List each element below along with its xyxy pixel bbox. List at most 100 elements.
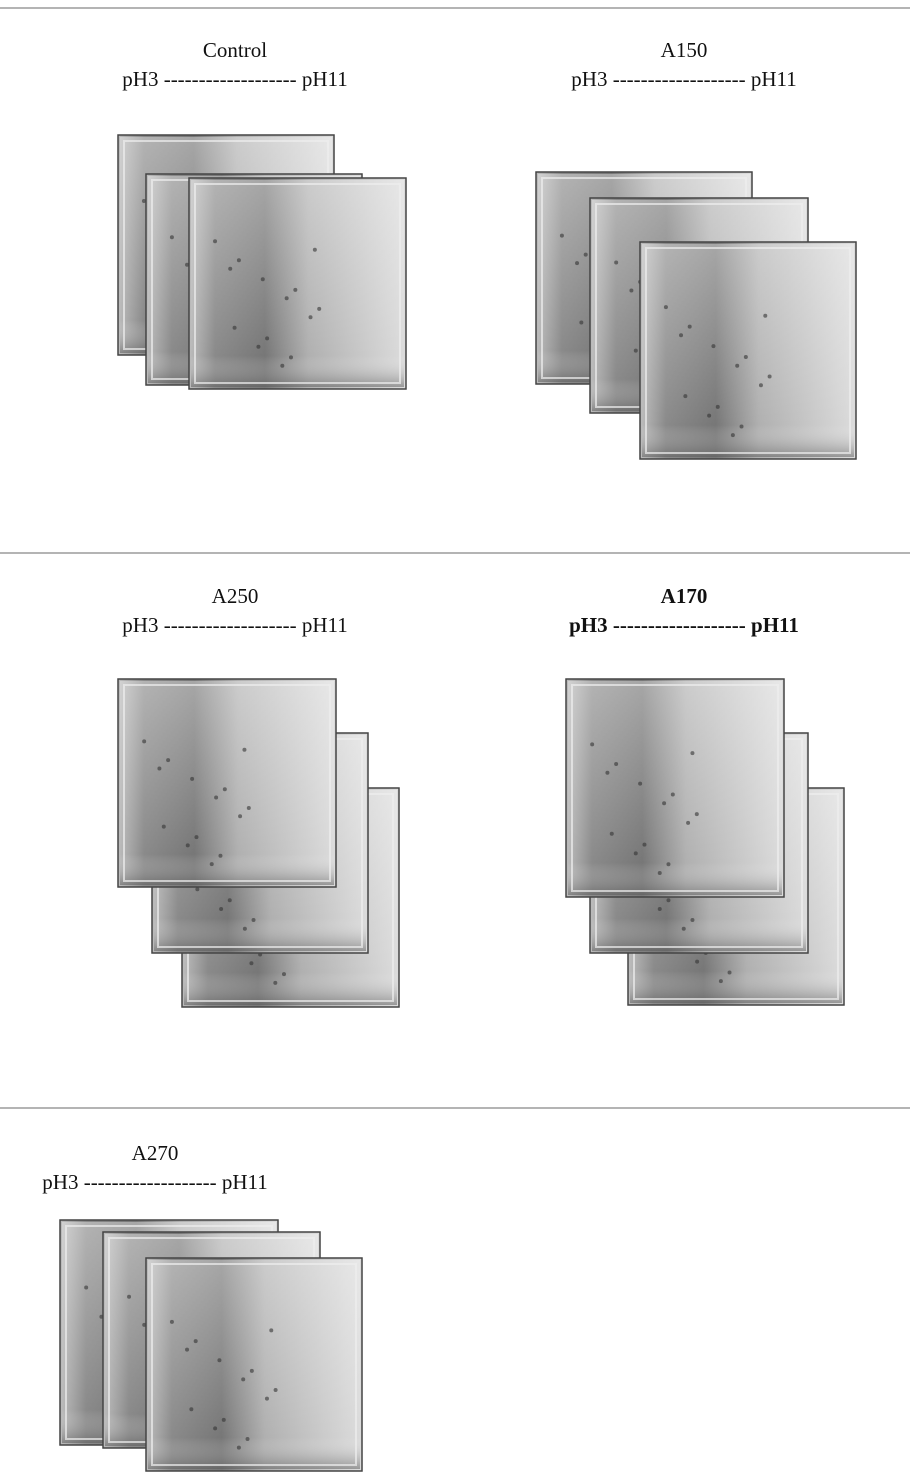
gel-spot xyxy=(638,782,642,786)
gel-spot xyxy=(629,288,633,292)
gel-spot xyxy=(707,414,711,418)
gel-spot xyxy=(256,345,260,349)
gel-spot xyxy=(269,1328,273,1332)
gel-spot xyxy=(282,972,286,976)
gel-spot xyxy=(213,239,217,243)
gel-spot xyxy=(242,748,246,752)
gel-spot xyxy=(285,296,289,300)
gel-spot xyxy=(679,333,683,337)
panel-title: Control xyxy=(203,38,267,62)
gel-spot xyxy=(688,325,692,329)
gel-spot xyxy=(768,375,772,379)
gel-spot xyxy=(162,825,166,829)
gel-spot xyxy=(170,1320,174,1324)
gel-spot xyxy=(274,1388,278,1392)
gel-spot xyxy=(289,355,293,359)
gel-spot xyxy=(261,277,265,281)
gel-spot xyxy=(185,1348,189,1352)
gel-part xyxy=(642,244,854,457)
gel-spot xyxy=(579,321,583,325)
gel-spot xyxy=(605,771,609,775)
gel-spot xyxy=(273,981,277,985)
gel-part xyxy=(148,1260,360,1469)
ph-range: pH3 ------------------- pH11 xyxy=(571,67,796,91)
gel-spot xyxy=(190,777,194,781)
gel-spot xyxy=(213,1426,217,1430)
gel-spot xyxy=(223,787,227,791)
ph-range: pH3 ------------------- pH11 xyxy=(42,1170,267,1194)
ph-range: pH3 ------------------- pH11 xyxy=(122,67,347,91)
gel-spot xyxy=(265,336,269,340)
gel-spot xyxy=(170,235,174,239)
gel-spot xyxy=(127,1295,131,1299)
gel-spot xyxy=(219,907,223,911)
gel-spot xyxy=(666,862,670,866)
gel-part xyxy=(120,681,334,885)
gel-spot xyxy=(189,1407,193,1411)
gel-spot xyxy=(241,1377,245,1381)
gel-spot xyxy=(217,1358,221,1362)
gel-spot xyxy=(584,253,588,257)
gel-spot xyxy=(575,261,579,265)
panel-title: A150 xyxy=(661,38,708,62)
gel-spot xyxy=(194,835,198,839)
gel-spot xyxy=(157,766,161,770)
gel-spot xyxy=(228,898,232,902)
gel-spot xyxy=(658,871,662,875)
gel-spot xyxy=(237,1446,241,1450)
gel-spot xyxy=(142,739,146,743)
gel-spot xyxy=(695,812,699,816)
gel-part xyxy=(568,681,782,895)
gel-spot xyxy=(695,960,699,964)
panel-title: A170 xyxy=(661,584,708,608)
gel-spot xyxy=(634,349,638,353)
gel-spot xyxy=(759,383,763,387)
gel-spot xyxy=(246,1437,250,1441)
gel-spot xyxy=(560,234,564,238)
gel-spot xyxy=(590,742,594,746)
gel-spot xyxy=(222,1418,226,1422)
gel-spot xyxy=(664,305,668,309)
gel-spot xyxy=(247,806,251,810)
gel-spot xyxy=(313,248,317,252)
panel-title: A250 xyxy=(212,584,259,608)
gel-spot xyxy=(243,927,247,931)
gel-spot xyxy=(195,887,199,891)
gel-spot xyxy=(658,907,662,911)
gel-spot xyxy=(293,288,297,292)
gel-spot xyxy=(265,1397,269,1401)
gel-spot xyxy=(186,843,190,847)
gel-spot xyxy=(682,927,686,931)
gel-spot xyxy=(218,854,222,858)
gel-images xyxy=(60,135,856,1471)
gel-spot xyxy=(731,433,735,437)
gel-spot xyxy=(166,758,170,762)
gel-spot xyxy=(735,364,739,368)
gel-spot xyxy=(716,405,720,409)
gel-spot xyxy=(309,315,313,319)
gel-spot xyxy=(210,862,214,866)
gel-spot xyxy=(280,364,284,368)
gel-spot xyxy=(671,793,675,797)
gel-spot xyxy=(614,762,618,766)
gel-spot xyxy=(610,832,614,836)
gel-spot xyxy=(252,918,256,922)
gel-spot xyxy=(740,424,744,428)
gel-spot xyxy=(194,1339,198,1343)
figure: Control pH3 ------------------- pH11 A15… xyxy=(0,0,910,1472)
gel-spot xyxy=(690,751,694,755)
gel-spot xyxy=(683,394,687,398)
gel-spot xyxy=(238,814,242,818)
gel-spot xyxy=(228,267,232,271)
ph-range: pH3 ------------------- pH11 xyxy=(569,613,799,637)
gel-spot xyxy=(317,307,321,311)
gel-spot xyxy=(233,326,237,330)
gel-spot xyxy=(666,898,670,902)
gel-spot xyxy=(662,801,666,805)
gel-part xyxy=(191,180,404,387)
gel-spot xyxy=(642,843,646,847)
gel-spot xyxy=(719,979,723,983)
panel-title: A270 xyxy=(132,1141,179,1165)
gel-spot xyxy=(690,918,694,922)
gel-spot xyxy=(614,261,618,265)
